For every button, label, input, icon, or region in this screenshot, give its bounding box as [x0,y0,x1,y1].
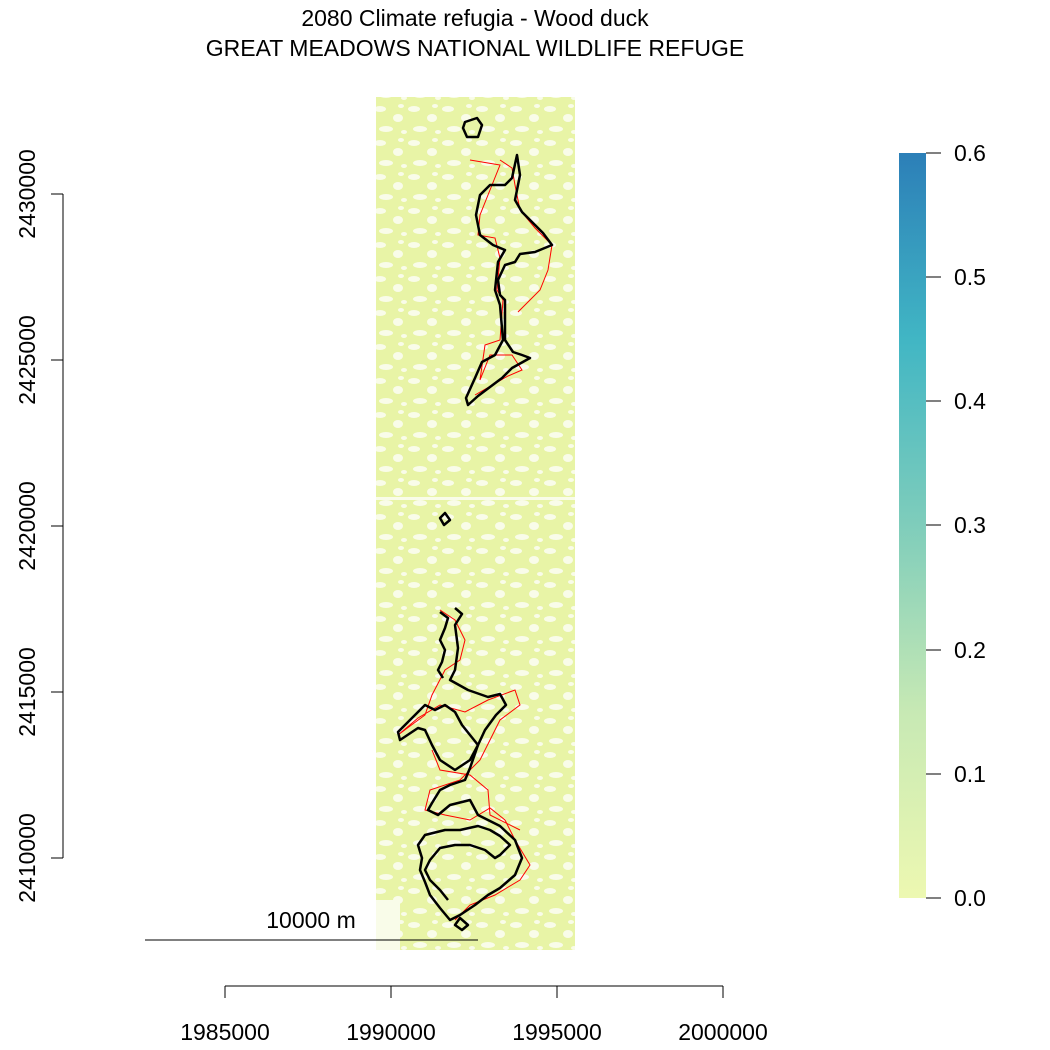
y-axis: 2410000 2415000 2420000 2425000 2430000 [14,149,64,903]
y-tick-label: 2415000 [14,647,40,737]
legend-colorbar [899,153,926,898]
legend-tick-label: 0.5 [954,264,986,290]
legend-tick: 0.5 [926,264,986,290]
map-subtitle: GREAT MEADOWS NATIONAL WILDLIFE REFUGE [205,35,745,61]
legend-tick: 0.2 [926,637,986,663]
scale-bar: 10000 m [145,907,478,941]
x-tick-label: 1985000 [180,1019,270,1045]
legend-tick: 0.0 [926,885,986,911]
y-tick: 2410000 [14,813,63,903]
x-tick-label: 1995000 [512,1019,602,1045]
legend-tick-label: 0.4 [954,388,986,414]
x-tick-label: 2000000 [678,1019,768,1045]
y-tick-label: 2410000 [14,813,40,903]
y-tick: 2420000 [14,481,63,571]
legend-tick-label: 0.2 [954,637,986,663]
y-tick: 2425000 [14,315,63,405]
x-tick: 1990000 [346,986,436,1045]
legend-tick: 0.4 [926,388,986,414]
legend-tick: 0.6 [926,140,986,166]
x-tick: 1985000 [180,986,270,1045]
y-tick: 2415000 [14,647,63,737]
y-tick-label: 2420000 [14,481,40,571]
x-tick: 1995000 [512,986,602,1045]
raster-layer [376,97,575,950]
refuge-boundary [396,116,554,932]
legend-tick: 0.3 [926,512,986,538]
y-tick: 2430000 [14,149,63,239]
y-tick-label: 2425000 [14,315,40,405]
scale-bar-label: 10000 m [266,907,356,933]
legend-tick-label: 0.6 [954,140,986,166]
legend-tick: 0.1 [926,761,986,787]
x-tick: 2000000 [678,986,768,1045]
map-title: 2080 Climate refugia - Wood duck [301,5,649,31]
legend-tick-label: 0.0 [954,885,986,911]
x-axis: 1985000 1990000 1995000 2000000 [180,985,768,1045]
x-tick-label: 1990000 [346,1019,436,1045]
y-tick-label: 2430000 [14,149,40,239]
legend-tick-label: 0.3 [954,512,986,538]
color-legend: 0.0 0.1 0.2 0.3 0.4 0.5 0.6 [899,140,986,911]
legend-tick-label: 0.1 [954,761,986,787]
